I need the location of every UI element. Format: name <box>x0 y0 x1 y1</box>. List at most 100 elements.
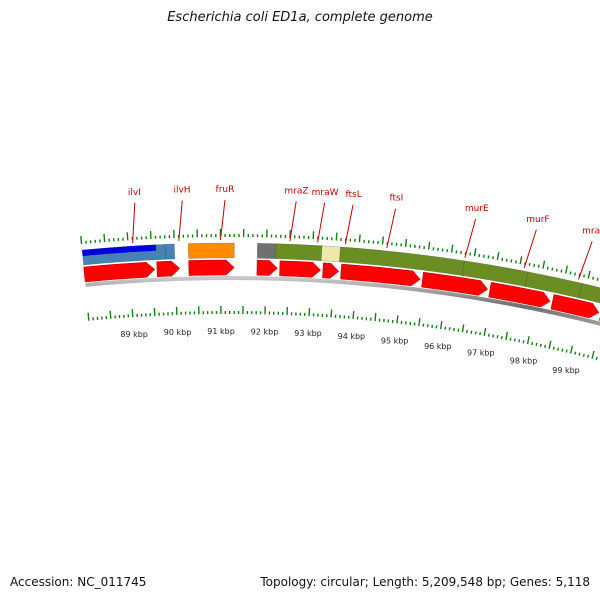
outer-tick <box>381 236 384 245</box>
gene-label: mraW <box>312 188 339 198</box>
inner-tick <box>587 354 590 358</box>
outer-tick <box>450 244 454 253</box>
outer-tick <box>533 263 536 267</box>
inner-tick <box>109 310 112 319</box>
inner-tick <box>505 331 509 340</box>
inner-tick <box>595 356 598 361</box>
gene-label-leader <box>132 202 136 244</box>
outer-tick <box>569 271 572 275</box>
gene-label-leader <box>219 199 226 241</box>
inner-tick <box>539 343 542 347</box>
gene-label-leader <box>289 201 297 242</box>
accession-text: Accession: NC_011745 <box>10 575 147 589</box>
inner-tick <box>548 340 552 349</box>
outer-tick <box>555 268 558 272</box>
inner-tick <box>526 336 530 345</box>
inner-tick <box>492 334 495 338</box>
inner-tick <box>461 324 465 333</box>
outer-tick <box>492 256 495 260</box>
inner-tick <box>557 347 560 351</box>
outer-tick <box>542 260 546 269</box>
genome-backbone <box>85 276 600 326</box>
inner-tick <box>578 352 581 356</box>
kbp-label: 89 kbp <box>120 330 148 339</box>
outer-tick <box>126 232 129 241</box>
gene-label-leader <box>523 229 537 269</box>
gene-label: murF <box>526 215 549 225</box>
inner-tick <box>591 350 595 359</box>
murE-arrow <box>421 271 489 296</box>
inner-tick <box>513 338 516 342</box>
murF-arrow <box>488 282 551 308</box>
ftsL-feature <box>320 245 341 263</box>
kbp-labels: 89 kbp 90 kbp 91 kbp 92 kbp 93 kbp 94 kbp 95 k… <box>120 327 579 375</box>
murE-feature <box>461 260 529 287</box>
outer-tick <box>501 257 504 261</box>
feature-track <box>81 242 600 304</box>
outer-tick <box>103 234 106 243</box>
mraZ-arrow <box>256 259 278 276</box>
ilv-feature-light <box>164 243 176 260</box>
outer-tick <box>80 236 83 245</box>
ilvI-arrow <box>83 262 156 283</box>
gene-label: mraY <box>582 227 600 237</box>
inner-tick <box>561 348 564 352</box>
outer-tick <box>546 266 549 270</box>
inner-tick <box>374 313 377 322</box>
inner-tick <box>552 346 555 350</box>
mraY-arrow <box>550 294 600 319</box>
kbp-label: 93 kbp <box>294 329 322 338</box>
outer-tick <box>583 274 586 278</box>
kbp-label: 94 kbp <box>338 332 366 341</box>
mraW-arrow <box>279 260 321 278</box>
gene-label-leader <box>578 241 593 280</box>
outer-tick <box>587 270 591 279</box>
outer-tick <box>510 259 513 263</box>
gene-label: ftsL <box>346 190 362 200</box>
gene-label-leader <box>386 208 397 249</box>
gene-label-leader <box>317 202 326 243</box>
outer-tick <box>404 238 408 247</box>
inner-tick <box>522 340 525 344</box>
ftsI-arrow <box>340 263 421 287</box>
inner-tick <box>500 335 503 340</box>
inner-tick <box>479 332 482 336</box>
inner-tick <box>396 315 399 324</box>
mraY-feature <box>578 283 600 304</box>
inner-tick <box>418 318 421 327</box>
genome-summary-text: Topology: circular; Length: 5,209,548 bp… <box>260 575 590 589</box>
inner-tick <box>131 309 134 318</box>
outer-tick <box>514 260 517 264</box>
outer-tick <box>596 277 599 281</box>
gene-label: mraZ <box>284 186 308 196</box>
inner-tick <box>509 337 512 341</box>
ilv-feature-dark <box>82 244 157 257</box>
murF-feature <box>524 271 583 299</box>
kbp-label: 91 kbp <box>207 327 235 336</box>
outer-tick <box>564 265 569 274</box>
inner-tick <box>531 341 534 346</box>
map-title: Escherichia coli ED1a, complete genome <box>167 10 433 25</box>
inner-tick <box>439 320 443 330</box>
inner-tick <box>487 333 490 337</box>
gene-label-leader <box>344 204 354 245</box>
inner-tick <box>483 327 487 337</box>
kbp-label: 99 kbp <box>552 366 580 375</box>
inner-tick <box>518 339 521 343</box>
fruR-feature <box>187 242 235 259</box>
kbp-label: 95 kbp <box>381 336 409 345</box>
inner-tick <box>565 349 568 353</box>
inner-tick <box>352 311 355 320</box>
gene-label: ilvI <box>128 188 141 198</box>
inner-tick <box>544 344 547 348</box>
outer-tick <box>496 252 500 261</box>
kbp-label: 97 kbp <box>467 349 495 358</box>
outer-tick <box>427 241 431 250</box>
ftsL-arrow <box>322 262 340 279</box>
inner-tick <box>569 345 574 354</box>
outer-tick <box>528 262 531 267</box>
gene-label: ilvH <box>173 186 190 196</box>
kbp-label: 92 kbp <box>251 327 279 336</box>
outer-tick <box>592 276 595 280</box>
